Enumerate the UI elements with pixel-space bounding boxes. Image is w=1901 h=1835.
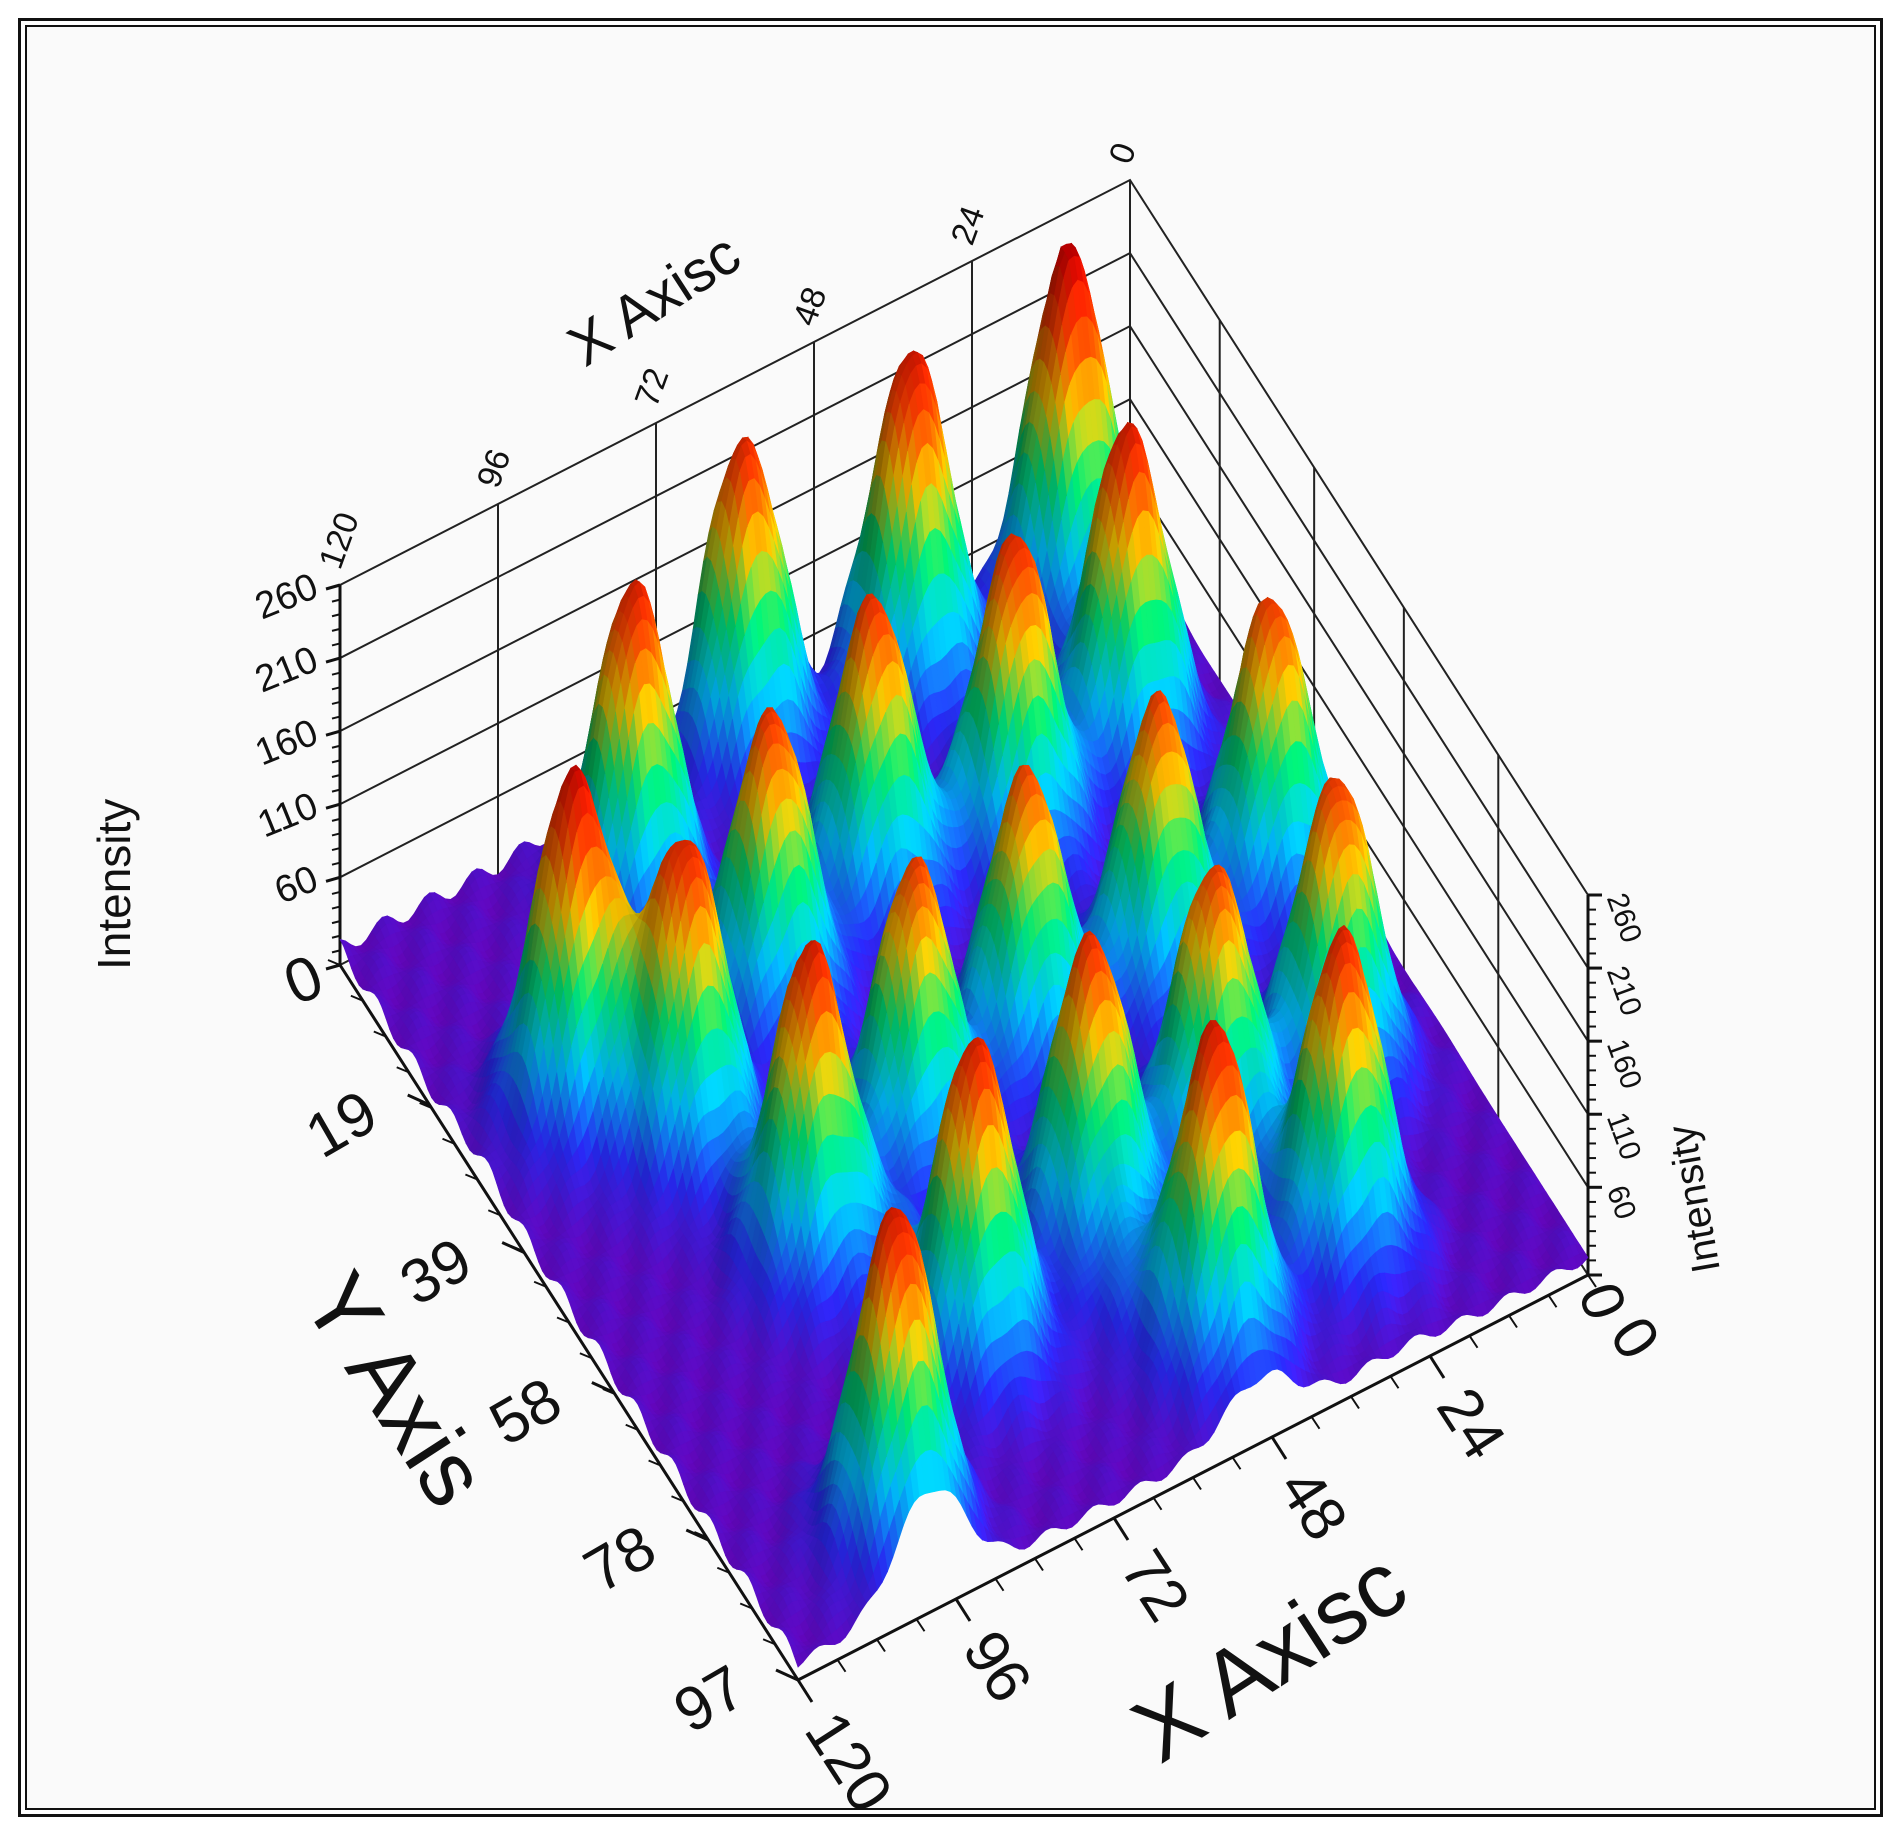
surface-plot xyxy=(340,243,1588,1667)
